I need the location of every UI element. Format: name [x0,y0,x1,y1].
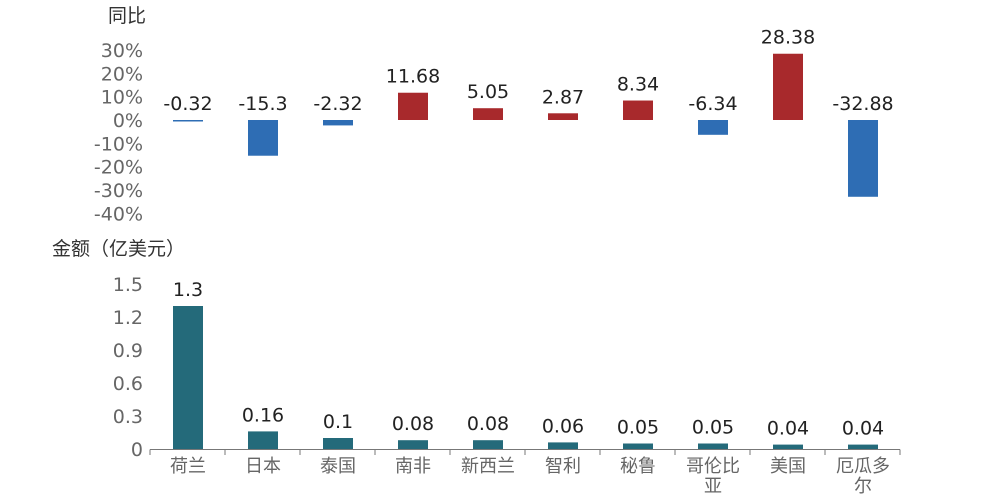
amount-bar [323,438,353,449]
amount-bar [173,306,203,449]
amount-axis-title: 金额（亿美元） [52,238,185,260]
category-label: 智利 [545,456,581,477]
yoy-bar [473,108,503,120]
yoy-bar [773,53,803,121]
yoy-bar [323,120,353,126]
yoy-data-label: 2.87 [542,86,584,108]
category-label: 新西兰 [461,456,515,477]
yoy-data-label: -6.34 [688,93,737,115]
yoy-y-tick-label: -20% [94,157,143,179]
yoy-data-label: 5.05 [467,81,509,103]
yoy-data-label: -15.3 [238,93,287,115]
category-label: 荷兰 [170,456,206,477]
yoy-y-tick-label: 0% [113,110,143,132]
yoy-bar [248,120,278,156]
yoy-bar [173,120,203,122]
amount-panel: 0 0.3 0.6 0.9 1.2 1.5 1.3 0.16 0.1 0.08 0.08 0.06 0.… [113,274,901,497]
amount-y-tick-label: 0 [131,439,143,461]
amount-bar [398,440,428,449]
yoy-axis-title: 同比 [108,5,146,27]
yoy-bar [848,120,878,197]
amount-y-tick-label: 0.3 [113,406,143,428]
category-label: 泰国 [320,456,356,477]
amount-data-label: 0.04 [842,418,884,440]
amount-data-label: 0.04 [767,418,809,440]
amount-data-label: 0.05 [617,417,659,439]
category-label: 亚 [704,476,722,497]
amount-data-label: 1.3 [173,279,203,301]
amount-bar [548,442,578,449]
amount-data-label: 0.08 [392,413,434,435]
amount-y-tick-label: 1.5 [113,274,143,296]
category-label: 日本 [245,456,281,477]
amount-y-tick-label: 0.6 [113,373,143,395]
yoy-data-label: 28.38 [761,27,815,49]
category-label: 秘鲁 [620,456,656,477]
yoy-data-label: -32.88 [832,93,893,115]
amount-bar [623,443,653,449]
yoy-data-label: 8.34 [617,74,659,96]
amount-y-tick-label: 1.2 [113,307,143,329]
yoy-bar [548,113,578,120]
amount-data-label: 0.08 [467,413,509,435]
amount-bar [848,444,878,449]
yoy-y-tick-label: 20% [101,63,143,85]
yoy-bar [698,120,728,135]
yoy-bar [623,100,653,120]
yoy-y-tick-label: -40% [94,203,143,225]
yoy-data-label: -2.32 [313,93,362,115]
amount-bar [248,431,278,449]
amount-data-label: 0.1 [323,411,353,433]
amount-bar [473,440,503,449]
amount-bar [773,444,803,449]
category-label: 尔 [854,476,872,497]
amount-data-label: 0.16 [242,404,284,426]
amount-data-label: 0.05 [692,417,734,439]
category-label: 厄瓜多 [836,456,890,477]
yoy-panel: 30%20%10%0%-10%-20%-30%-40% -0.32 -15.3 -2.… [94,27,894,226]
amount-y-tick-label: 0.9 [113,340,143,362]
yoy-data-label: -0.32 [163,93,212,115]
yoy-bar [398,92,428,120]
yoy-y-tick-label: -30% [94,180,143,202]
category-label: 美国 [770,456,806,477]
amount-data-label: 0.06 [542,415,584,437]
yoy-y-tick-label: 30% [101,40,143,62]
category-label: 哥伦比 [686,456,740,477]
category-label: 南非 [395,456,431,477]
yoy-y-tick-label: 10% [101,87,143,109]
amount-bar [698,443,728,449]
yoy-y-tick-label: -10% [94,133,143,155]
yoy-data-label: 11.68 [386,66,440,88]
